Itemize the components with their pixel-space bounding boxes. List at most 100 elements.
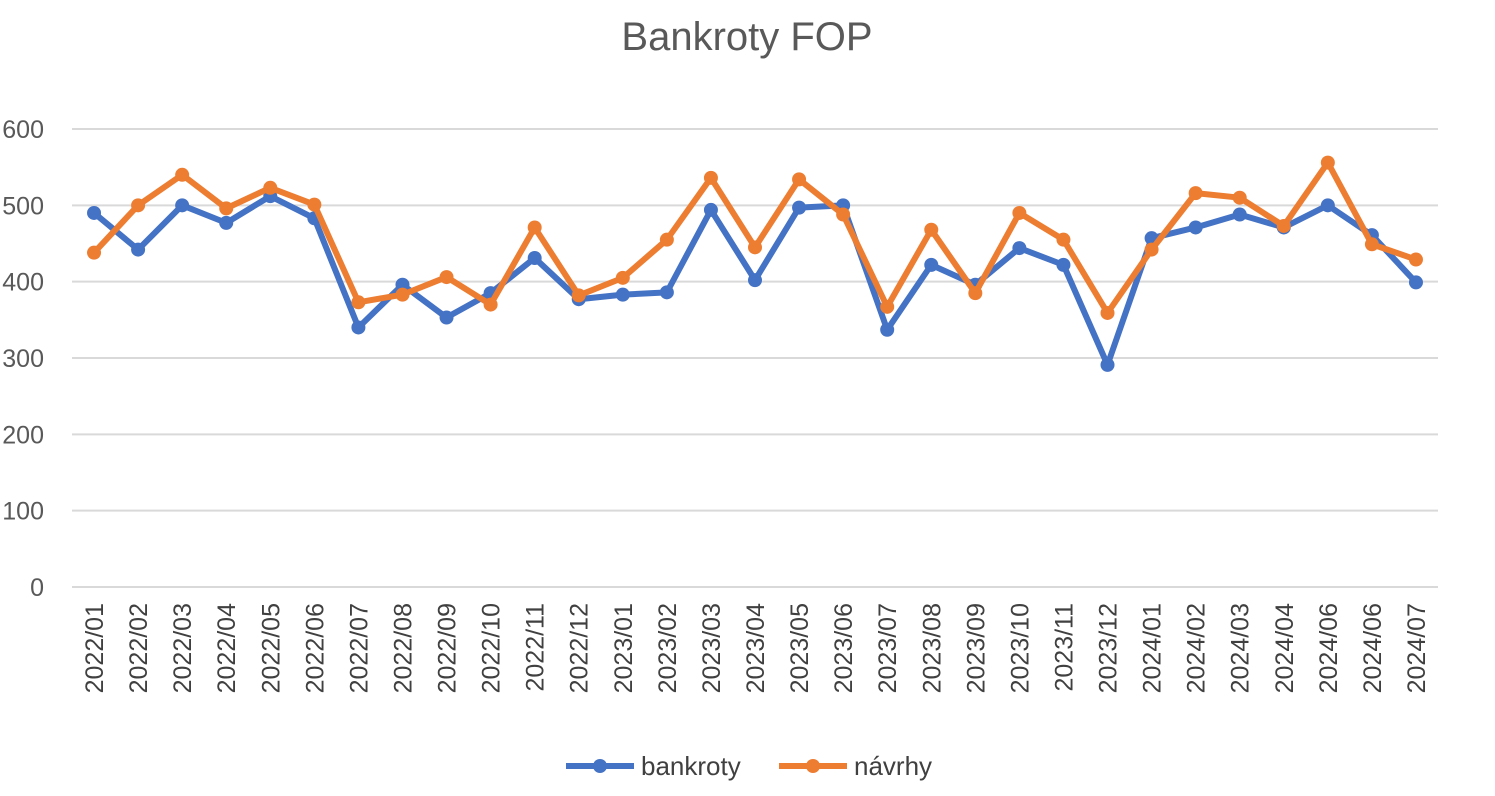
data-point: [1012, 241, 1027, 256]
data-point: [131, 198, 146, 213]
data-point: [263, 180, 278, 195]
data-point: [1364, 237, 1379, 252]
data-point: [792, 172, 807, 187]
x-tick-label: 2022/05: [257, 603, 285, 693]
data-point: [1100, 305, 1115, 320]
x-tick-label: 2024/07: [1403, 603, 1431, 693]
legend: bankroty návrhy: [566, 751, 932, 781]
data-point: [175, 198, 190, 213]
data-point: [924, 222, 939, 237]
data-point: [219, 215, 234, 230]
legend-item: návrhy: [779, 751, 932, 781]
data-point: [748, 240, 762, 255]
data-point: [1408, 275, 1423, 290]
y-tick-label: 100: [2, 498, 44, 526]
y-tick-label: 0: [30, 574, 44, 602]
data-point: [924, 257, 939, 272]
data-point: [351, 320, 366, 335]
x-tick-label: 2023/12: [1095, 603, 1123, 693]
y-tick-label: 300: [2, 345, 44, 373]
legend-swatch-marker: [593, 759, 607, 773]
x-tick-label: 2023/01: [610, 603, 638, 693]
y-axis-ticks: 0 100 200 300 400 500 600: [2, 116, 44, 602]
data-point: [527, 220, 542, 235]
data-point: [571, 288, 586, 303]
x-tick-label: 2022/02: [125, 603, 153, 693]
x-tick-label: 2022/01: [81, 603, 109, 693]
data-point: [527, 251, 542, 266]
data-point: [131, 242, 146, 257]
x-tick-label: 2023/11: [1050, 603, 1078, 692]
data-point: [659, 232, 674, 247]
chart-title: Bankroty FOP: [621, 15, 872, 59]
x-tick-label: 2023/06: [830, 603, 858, 693]
x-tick-label: 2022/09: [434, 603, 462, 693]
x-axis-ticks: 2022/01 2022/02 2022/03 2022/04 2022/05 2022/…: [81, 603, 1431, 693]
data-point: [1144, 242, 1159, 257]
data-point: [1188, 220, 1203, 235]
series-group: [87, 155, 1423, 372]
x-tick-label: 2023/08: [918, 603, 946, 693]
x-tick-label: 2022/08: [389, 603, 417, 693]
x-tick-label: 2024/03: [1227, 603, 1255, 693]
data-point: [1056, 257, 1071, 272]
data-point: [748, 273, 762, 288]
data-point: [351, 295, 366, 310]
data-point: [703, 202, 718, 217]
x-tick-label: 2024/06: [1359, 603, 1387, 693]
data-point: [615, 270, 630, 285]
y-tick-label: 500: [2, 192, 44, 220]
data-point: [880, 299, 895, 314]
data-point: [175, 167, 190, 182]
data-point: [87, 205, 102, 220]
x-tick-label: 2023/10: [1006, 603, 1034, 693]
x-tick-label: 2022/11: [522, 603, 550, 692]
x-tick-label: 2023/04: [742, 603, 770, 693]
y-tick-label: 400: [2, 269, 44, 297]
data-point: [615, 287, 630, 302]
data-point: [703, 170, 718, 185]
data-point: [1320, 155, 1335, 170]
x-tick-label: 2024/02: [1183, 603, 1211, 693]
data-point: [439, 310, 454, 325]
data-point: [1188, 186, 1203, 201]
x-tick-label: 2022/04: [213, 603, 241, 693]
x-tick-label: 2022/10: [478, 603, 506, 693]
data-point: [1408, 252, 1423, 267]
x-tick-label: 2023/07: [874, 603, 902, 693]
series-0: [87, 189, 1423, 372]
x-tick-label: 2023/03: [698, 603, 726, 693]
data-point: [1056, 232, 1071, 247]
x-tick-label: 2023/02: [654, 603, 682, 693]
data-point: [307, 197, 322, 212]
data-point: [659, 285, 674, 300]
legend-label: návrhy: [854, 751, 932, 781]
data-point: [1012, 205, 1027, 220]
x-tick-label: 2024/06: [1315, 603, 1343, 693]
legend-swatch-marker: [806, 759, 820, 773]
data-point: [439, 270, 454, 285]
data-point: [395, 277, 410, 292]
data-point: [880, 322, 895, 337]
x-tick-label: 2024/04: [1271, 603, 1299, 693]
data-point: [792, 200, 807, 215]
data-point: [1276, 218, 1291, 233]
series-line: [91, 159, 1419, 316]
x-tick-label: 2023/09: [962, 603, 990, 693]
x-tick-label: 2022/07: [345, 603, 373, 693]
legend-label: bankroty: [641, 751, 741, 781]
legend-item: bankroty: [566, 751, 741, 781]
data-point: [219, 201, 234, 216]
data-point: [1320, 198, 1335, 213]
y-tick-label: 200: [2, 421, 44, 449]
x-tick-label: 2022/06: [301, 603, 329, 693]
data-point: [1232, 207, 1247, 222]
y-tick-label: 600: [2, 116, 44, 144]
data-point: [483, 297, 498, 312]
x-tick-label: 2022/03: [169, 603, 197, 693]
data-point: [1232, 190, 1247, 205]
x-tick-label: 2022/12: [566, 603, 594, 693]
data-point: [1100, 357, 1115, 372]
data-point: [836, 207, 851, 222]
